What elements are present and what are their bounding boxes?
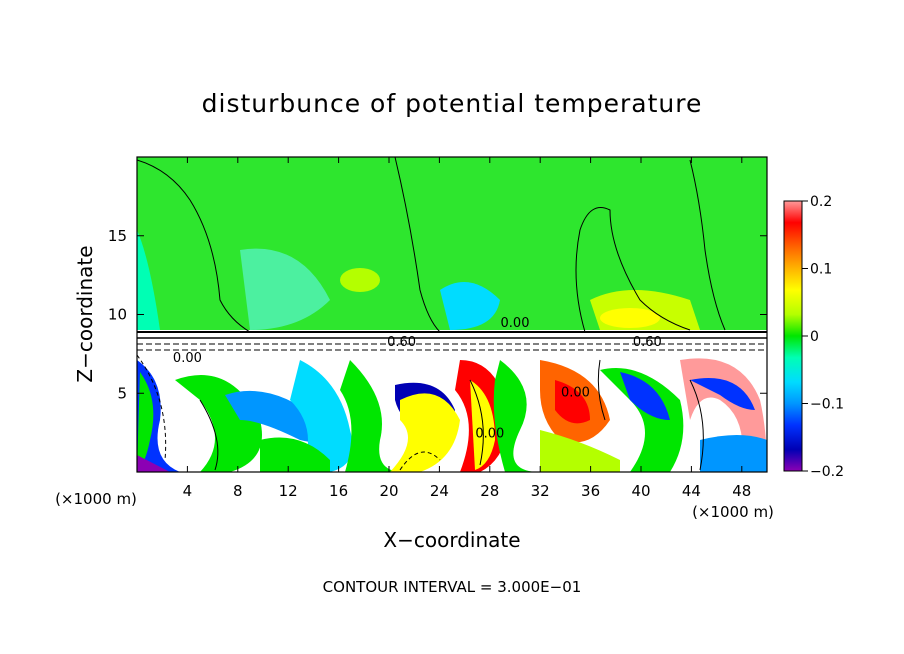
- upper-cyan-patch: [440, 282, 500, 330]
- contour-label: 0.60: [387, 335, 416, 350]
- contour-label: 0.00: [173, 351, 202, 366]
- y-axis: 5 10 15: [108, 227, 767, 402]
- x-tick-label: 4: [183, 482, 193, 500]
- colorbar-tick-label: 0.1: [810, 262, 832, 278]
- x-tick-label: 20: [379, 482, 398, 500]
- x-unit-label-left: (×1000 m): [55, 490, 137, 508]
- x-unit-label-right: (×1000 m): [692, 503, 774, 521]
- colorbar-tick-label: −0.1: [810, 397, 844, 413]
- lower-blob: [137, 372, 154, 470]
- contour-line: [399, 451, 441, 471]
- lower-blob: [540, 430, 620, 472]
- x-tick-label: 40: [631, 482, 650, 500]
- contour-line: [597, 359, 606, 421]
- x-axis: 4 8 12 16 20 24 28 32 36 40 44 48: [183, 157, 751, 500]
- x-tick-label: 24: [430, 482, 449, 500]
- lower-blob: [340, 360, 400, 472]
- lower-blob: [390, 393, 460, 472]
- lower-blob: [555, 380, 590, 424]
- upper-yellow-patch: [600, 308, 660, 328]
- contour-line: [137, 159, 251, 333]
- lower-blob: [137, 455, 170, 472]
- y-tick-label: 10: [108, 306, 127, 324]
- x-tick-label: 36: [581, 482, 600, 500]
- lower-blob: [493, 360, 540, 472]
- x-tick-label: 44: [682, 482, 701, 500]
- lower-blob: [260, 437, 330, 472]
- x-tick-label: 8: [233, 482, 243, 500]
- interface-band: [137, 330, 767, 352]
- contour-label: 0.00: [501, 316, 530, 331]
- contour-interval-note: CONTOUR INTERVAL = 3.000E−01: [323, 578, 582, 596]
- lower-blob: [700, 435, 767, 472]
- lower-blob: [290, 360, 353, 472]
- x-tick-label: 16: [329, 482, 348, 500]
- x-tick-label: 28: [480, 482, 499, 500]
- upper-cyan-patch: [240, 248, 330, 330]
- colorbar-tick-label: 0: [810, 329, 819, 345]
- contour-line: [137, 354, 167, 461]
- upper-cyan-patch: [137, 230, 160, 330]
- contour-label: 0.60: [633, 335, 662, 350]
- x-axis-label: X−coordinate: [383, 528, 520, 552]
- colorbar-tick-label: −0.2: [810, 464, 844, 480]
- contour-line: [394, 157, 441, 333]
- plot-area: [137, 157, 767, 472]
- y-tick-label: 15: [108, 227, 127, 245]
- x-tick-label: 12: [279, 482, 298, 500]
- contour-line: [689, 159, 726, 331]
- lower-blob: [620, 372, 670, 420]
- contour-labels: 0.00 0.00 0.00 0.00 0.60 0.60: [173, 316, 662, 441]
- contour-line: [575, 207, 691, 333]
- x-tick-label: 48: [732, 482, 751, 500]
- chart-title: disturbunce of potential temperature: [202, 89, 703, 118]
- contour-line: [199, 399, 219, 471]
- colorbar-tick-label: 0.2: [810, 194, 832, 210]
- y-tick-label: 5: [117, 384, 127, 402]
- upper-yellow-patch: [340, 268, 380, 292]
- contour-line: [469, 379, 484, 466]
- lower-blob: [690, 378, 755, 410]
- x-tick-label: 32: [531, 482, 550, 500]
- contour-label: 0.00: [475, 426, 504, 441]
- lower-blob: [225, 390, 327, 443]
- lower-blob: [600, 368, 684, 472]
- contour-label: 0.00: [561, 385, 590, 400]
- colorbar-ticks: 0.2 0.1 0 −0.1 −0.2: [802, 194, 844, 480]
- colorbar: [783, 200, 803, 472]
- contour-line: [689, 379, 704, 471]
- y-axis-label: Z−coordinate: [73, 245, 97, 382]
